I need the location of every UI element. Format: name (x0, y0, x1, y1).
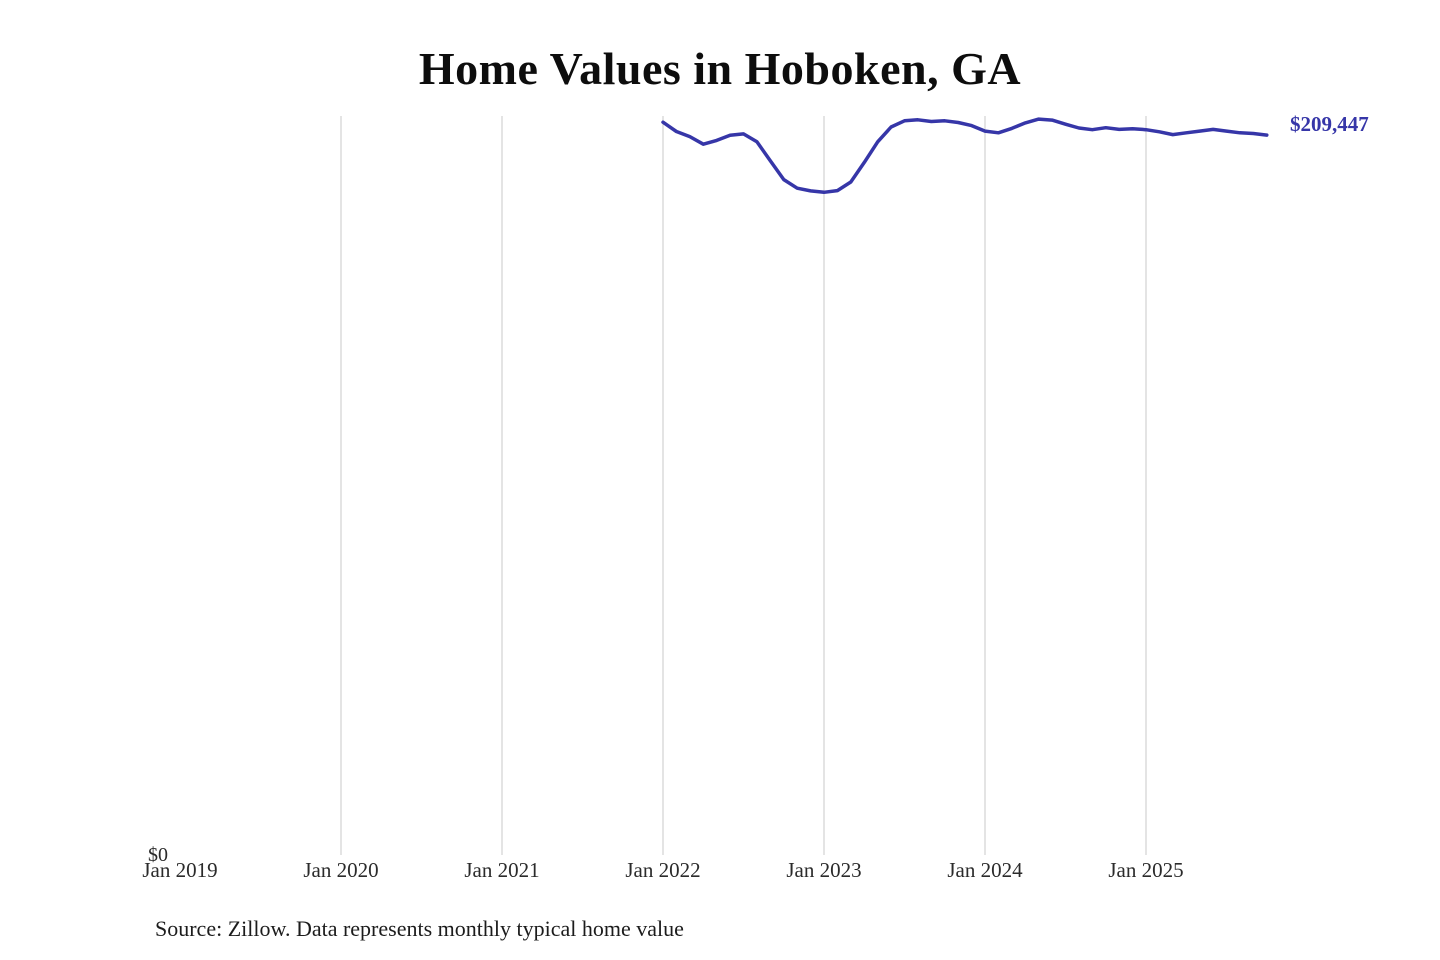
y-axis-zero-label: $0 (148, 844, 168, 866)
source-note: Source: Zillow. Data represents monthly … (155, 916, 684, 941)
x-tick-label: Jan 2022 (625, 858, 701, 882)
x-tick-label: Jan 2023 (786, 858, 862, 882)
x-tick-label: Jan 2024 (947, 858, 1023, 882)
home-value-line (661, 117, 1269, 195)
end-value-annotation: $209,447 (1290, 112, 1369, 136)
x-tick-label: Jan 2020 (303, 858, 379, 882)
x-tick-label: Jan 2021 (464, 858, 540, 882)
x-tick-label: Jan 2019 (142, 858, 218, 882)
chart-title: Home Values in Hoboken, GA (418, 43, 1022, 94)
x-tick-label: Jan 2025 (1108, 858, 1184, 882)
gridlines (340, 116, 1147, 855)
